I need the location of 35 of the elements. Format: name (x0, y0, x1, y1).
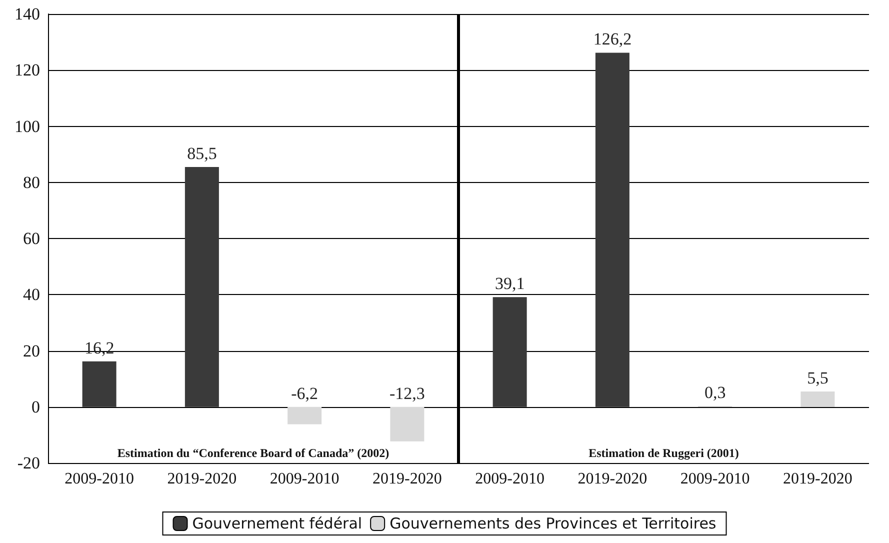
bar (390, 406, 424, 442)
bar (288, 406, 322, 424)
y-tick-label: 0 (32, 397, 40, 416)
x-tick-label: 2009-2010 (64, 470, 134, 488)
bar (800, 391, 835, 407)
bar (492, 297, 527, 407)
x-tick-label: 2019-2020 (167, 470, 237, 488)
y-tick-label: 20 (23, 341, 40, 360)
x-tick-label: 2019-2020 (783, 470, 852, 488)
data-label: -6,2 (291, 384, 318, 403)
annotation: Estimation de Ruggeri (2001) (588, 446, 739, 460)
data-label: 39,1 (494, 274, 525, 294)
y-tick-label: 40 (23, 285, 40, 304)
data-label: 126,2 (593, 30, 632, 49)
data-label: -12,3 (389, 384, 425, 403)
y-tick-label: -20 (17, 454, 40, 472)
x-tick-label: 2019-2020 (578, 470, 648, 488)
data-label: 5,5 (807, 368, 828, 388)
y-tick-label: 100 (14, 116, 40, 136)
y-tick-label: 120 (14, 60, 40, 80)
data-label: 0,3 (704, 383, 726, 402)
x-tick-label: 2009-2010 (680, 470, 750, 488)
y-tick-label: 80 (23, 172, 40, 192)
legend-label: Gouvernement fédéral (192, 514, 362, 532)
bar (595, 52, 630, 407)
x-tick-label: 2009-2010 (270, 470, 340, 488)
x-tick-label: 2009-2010 (475, 470, 544, 488)
bar (184, 166, 219, 407)
annotation: Estimation du “Conference Board of Canada” (2002) (117, 446, 390, 460)
y-tick-label: 60 (23, 229, 40, 248)
legend-label: Gouvernements des Provinces et Territoires (390, 514, 716, 532)
bar (82, 361, 116, 407)
y-tick-label: 140 (14, 4, 40, 24)
x-tick-label: 2019-2020 (372, 470, 442, 488)
data-label: 85,5 (187, 144, 217, 163)
